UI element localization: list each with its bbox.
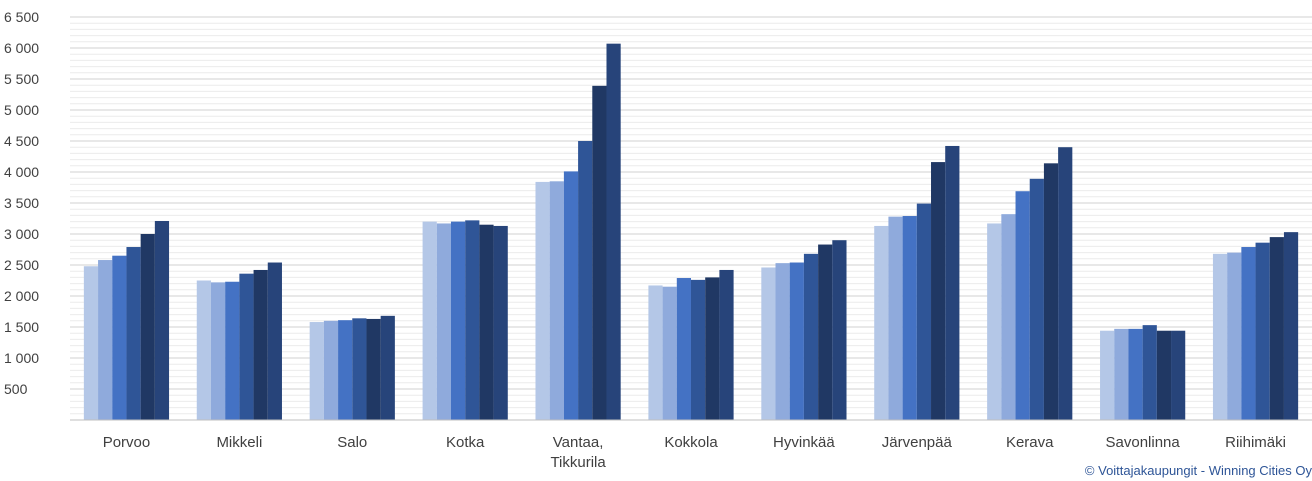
bar bbox=[1171, 330, 1186, 420]
bar bbox=[902, 216, 917, 420]
bar bbox=[648, 285, 663, 420]
bar bbox=[705, 277, 720, 420]
bar bbox=[987, 223, 1002, 420]
bar bbox=[98, 260, 113, 420]
x-tick-label: Vantaa, bbox=[553, 434, 604, 451]
y-tick-label: 1 000 bbox=[4, 350, 39, 366]
x-tick-label: Salo bbox=[337, 434, 367, 451]
y-tick-label: 3 000 bbox=[4, 226, 39, 242]
bar bbox=[1100, 330, 1115, 420]
bar bbox=[606, 43, 621, 420]
copyright-credit: © Voittajakaupungit - Winning Cities Oy bbox=[1084, 463, 1312, 478]
y-tick-label: 3 500 bbox=[4, 195, 39, 211]
bar bbox=[112, 255, 127, 420]
y-tick-label: 6 500 bbox=[4, 9, 39, 25]
y-tick-label: 6 000 bbox=[4, 40, 39, 56]
x-tick-label: Kerava bbox=[1006, 434, 1054, 451]
bar bbox=[479, 224, 494, 420]
bar bbox=[253, 269, 268, 420]
bar bbox=[578, 141, 593, 420]
y-tick-label: 2 500 bbox=[4, 257, 39, 273]
bar bbox=[1043, 163, 1059, 420]
bar bbox=[1212, 253, 1228, 420]
bar bbox=[1255, 242, 1270, 420]
bar bbox=[140, 234, 155, 420]
y-tick-label: 5 000 bbox=[4, 102, 39, 118]
bar bbox=[662, 286, 677, 420]
bar bbox=[549, 181, 564, 420]
bar bbox=[563, 171, 579, 420]
bar bbox=[436, 223, 451, 420]
bar bbox=[888, 216, 903, 420]
bar bbox=[676, 278, 691, 420]
bar bbox=[1142, 325, 1157, 420]
y-tick-label: 2 000 bbox=[4, 288, 39, 304]
bar bbox=[422, 221, 437, 420]
bar bbox=[323, 320, 339, 420]
bar bbox=[592, 85, 607, 420]
x-tick-label: Kokkola bbox=[664, 434, 718, 451]
x-axis: Porvoo Mikkeli Salo Kotka Vantaa, Tikkurila Ko… bbox=[70, 419, 1312, 471]
bar bbox=[1241, 247, 1256, 420]
bar bbox=[225, 281, 240, 420]
bar bbox=[493, 225, 508, 420]
bar bbox=[338, 320, 353, 420]
bar bbox=[1029, 178, 1044, 420]
bar bbox=[352, 318, 367, 420]
bar bbox=[267, 262, 282, 420]
bar bbox=[1128, 328, 1143, 420]
x-tick-label: Mikkeli bbox=[216, 434, 262, 451]
bar bbox=[1156, 330, 1172, 420]
bar bbox=[1058, 147, 1073, 420]
x-tick-label: Järvenpää bbox=[882, 434, 953, 451]
bar bbox=[196, 280, 211, 420]
bar bbox=[535, 181, 550, 420]
bar bbox=[916, 203, 932, 420]
y-tick-label: 5 500 bbox=[4, 71, 39, 87]
bar bbox=[450, 221, 466, 420]
y-tick-label: 4 500 bbox=[4, 133, 39, 149]
bar bbox=[380, 315, 395, 420]
x-tick-label: Riihimäki bbox=[1225, 434, 1286, 451]
bar bbox=[1015, 191, 1030, 420]
bar bbox=[761, 267, 776, 420]
bar bbox=[874, 225, 889, 420]
bar bbox=[465, 220, 480, 420]
x-tick-label: Kotka bbox=[446, 434, 485, 451]
bar bbox=[931, 162, 946, 420]
bar bbox=[83, 266, 99, 420]
x-tick-label: Savonlinna bbox=[1106, 434, 1181, 451]
bar bbox=[719, 269, 734, 420]
x-tick-label: Porvoo bbox=[103, 434, 151, 451]
bar bbox=[1269, 237, 1284, 420]
bar bbox=[366, 318, 381, 420]
bar bbox=[210, 282, 226, 420]
bar bbox=[154, 220, 170, 420]
y-tick-label: 1 500 bbox=[4, 319, 39, 335]
bar bbox=[803, 253, 819, 420]
bar bbox=[309, 322, 324, 420]
bar bbox=[832, 240, 847, 420]
y-tick-label: 4 000 bbox=[4, 164, 39, 180]
bar bbox=[1283, 232, 1299, 420]
bar bbox=[1114, 328, 1129, 420]
bar bbox=[789, 262, 804, 420]
x-tick-label: Tikkurila bbox=[550, 454, 606, 471]
bars bbox=[83, 43, 1299, 420]
x-tick-label: Hyvinkää bbox=[773, 434, 835, 451]
bar bbox=[818, 244, 833, 420]
bar bbox=[1001, 214, 1016, 420]
y-tick-label: 500 bbox=[4, 381, 28, 397]
bar bbox=[126, 247, 141, 420]
bar bbox=[945, 145, 960, 420]
bar bbox=[1227, 252, 1242, 420]
bar bbox=[239, 273, 254, 420]
bar bbox=[775, 263, 790, 420]
y-axis: 500 1 000 1 500 2 000 2 500 3 000 3 500 4 000 4 … bbox=[4, 9, 39, 397]
bar bbox=[691, 279, 706, 420]
